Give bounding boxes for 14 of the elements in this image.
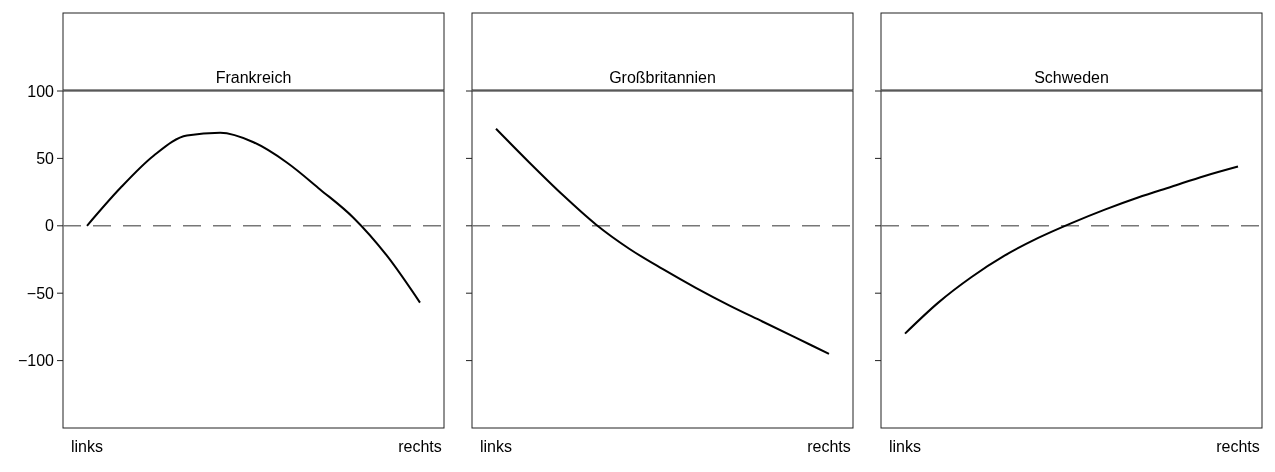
- x-tick-label: rechts: [807, 438, 851, 455]
- x-tick-label: links: [70, 438, 104, 455]
- x-tick-label: rechts: [398, 438, 442, 455]
- y-tick-label: 100: [27, 82, 55, 100]
- y-tick-label: −100: [17, 352, 55, 370]
- chart-title: Schweden: [1034, 69, 1109, 86]
- chart-title: Großbritannien: [609, 69, 716, 86]
- x-tick-label: rechts: [1216, 438, 1260, 455]
- y-tick-label: −50: [26, 284, 55, 302]
- x-tick-label: links: [888, 438, 922, 455]
- y-tick-label: 50: [36, 150, 55, 167]
- chart-title: Frankreich: [215, 69, 292, 86]
- y-tick-label: 0: [45, 217, 55, 235]
- x-tick-label: links: [479, 438, 513, 455]
